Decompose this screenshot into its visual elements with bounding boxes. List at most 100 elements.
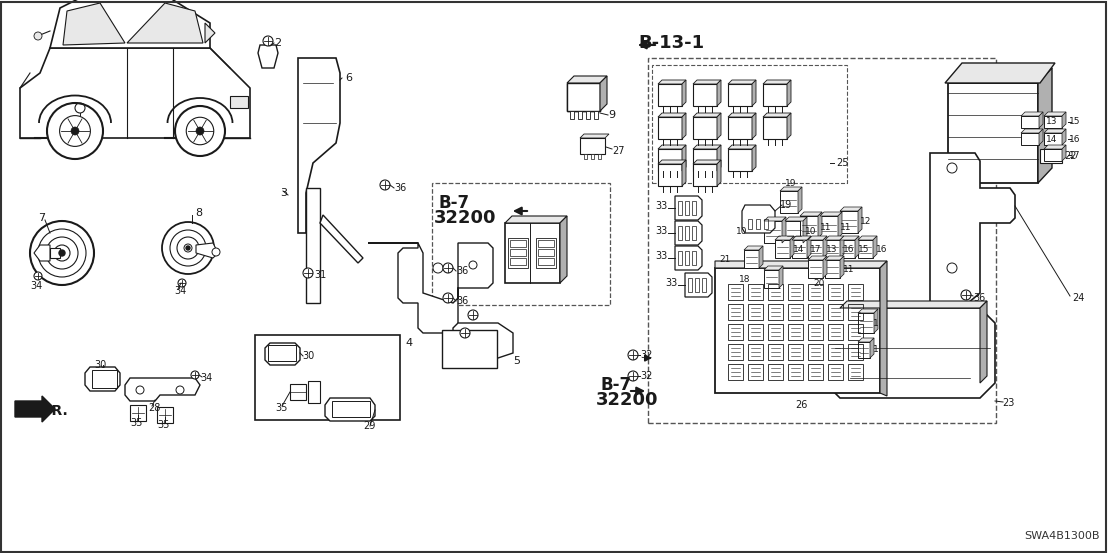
Polygon shape: [205, 23, 215, 43]
Text: 3: 3: [280, 188, 287, 198]
Bar: [728, 364, 743, 380]
Bar: [808, 344, 823, 360]
Polygon shape: [765, 270, 779, 288]
Bar: [848, 344, 863, 360]
Bar: [848, 284, 863, 300]
Bar: [510, 258, 526, 265]
Polygon shape: [658, 145, 686, 149]
Polygon shape: [692, 149, 717, 171]
Text: 25: 25: [837, 158, 849, 168]
Text: 15: 15: [858, 244, 870, 253]
Bar: [290, 384, 306, 400]
Polygon shape: [567, 76, 607, 83]
Bar: [828, 364, 843, 380]
Text: 20: 20: [813, 279, 824, 289]
Polygon shape: [658, 160, 686, 164]
Polygon shape: [1020, 116, 1039, 128]
Text: 31: 31: [314, 270, 326, 280]
Bar: [332, 401, 370, 417]
Polygon shape: [567, 83, 601, 111]
Text: 15: 15: [1069, 117, 1080, 127]
Bar: [828, 304, 843, 320]
Polygon shape: [125, 378, 201, 401]
Text: 26: 26: [796, 400, 808, 410]
Text: 35: 35: [275, 403, 287, 413]
Polygon shape: [717, 80, 721, 106]
Text: 29: 29: [363, 421, 376, 431]
Polygon shape: [692, 117, 717, 139]
Polygon shape: [743, 250, 759, 268]
Bar: [692, 201, 696, 215]
Polygon shape: [765, 221, 782, 243]
Polygon shape: [34, 245, 50, 261]
Polygon shape: [1020, 129, 1043, 133]
Polygon shape: [717, 113, 721, 139]
Circle shape: [47, 237, 78, 269]
Bar: [255, 335, 400, 420]
Bar: [538, 249, 554, 256]
Text: 23: 23: [1002, 398, 1015, 408]
Polygon shape: [808, 256, 827, 260]
Circle shape: [302, 268, 312, 278]
Text: 33: 33: [655, 201, 667, 211]
Bar: [748, 284, 763, 300]
Circle shape: [468, 310, 478, 320]
Bar: [652, 65, 847, 183]
Text: 24: 24: [1073, 293, 1085, 303]
Polygon shape: [1020, 112, 1043, 116]
Text: 13: 13: [825, 244, 838, 253]
Polygon shape: [808, 260, 823, 278]
Text: 19: 19: [784, 180, 797, 189]
Polygon shape: [685, 273, 712, 297]
Polygon shape: [798, 187, 802, 213]
Polygon shape: [807, 236, 811, 258]
Text: 21: 21: [719, 254, 730, 263]
Polygon shape: [743, 246, 763, 250]
Text: 1: 1: [873, 319, 879, 327]
Text: 16: 16: [1069, 134, 1080, 143]
Polygon shape: [808, 236, 827, 240]
Polygon shape: [658, 84, 683, 106]
Bar: [828, 284, 843, 300]
Bar: [584, 154, 586, 159]
Polygon shape: [258, 45, 278, 68]
Text: 32: 32: [640, 350, 653, 360]
Polygon shape: [858, 313, 874, 333]
Text: 16: 16: [843, 244, 854, 253]
Text: B-7: B-7: [601, 376, 632, 394]
Polygon shape: [752, 145, 756, 171]
Polygon shape: [728, 80, 756, 84]
Text: 36: 36: [394, 183, 407, 193]
Circle shape: [443, 263, 453, 273]
Circle shape: [186, 117, 214, 145]
Bar: [230, 96, 248, 108]
Polygon shape: [790, 236, 794, 258]
Polygon shape: [765, 266, 783, 270]
Polygon shape: [858, 207, 862, 233]
Bar: [578, 111, 582, 119]
Polygon shape: [567, 83, 601, 111]
Polygon shape: [728, 84, 752, 106]
Bar: [728, 284, 743, 300]
Polygon shape: [728, 117, 752, 139]
Polygon shape: [298, 58, 340, 233]
Text: 18: 18: [739, 274, 750, 284]
Bar: [268, 345, 296, 361]
Polygon shape: [658, 164, 683, 186]
Circle shape: [178, 279, 186, 287]
Text: 4: 4: [406, 338, 412, 348]
Bar: [768, 344, 783, 360]
Circle shape: [212, 248, 220, 256]
Text: 32: 32: [640, 371, 653, 381]
Text: 10: 10: [736, 227, 748, 237]
Polygon shape: [683, 145, 686, 171]
Bar: [685, 251, 689, 265]
Polygon shape: [763, 80, 791, 84]
Bar: [586, 111, 589, 119]
Bar: [788, 344, 803, 360]
Bar: [728, 344, 743, 360]
Polygon shape: [800, 212, 822, 216]
Polygon shape: [1061, 129, 1066, 145]
Bar: [848, 324, 863, 340]
Polygon shape: [675, 196, 702, 220]
